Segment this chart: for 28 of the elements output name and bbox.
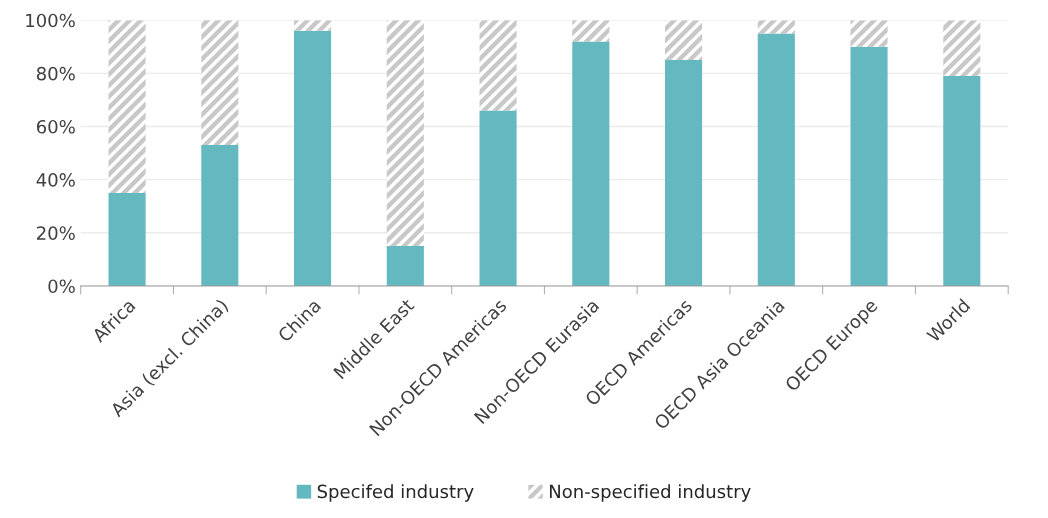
bar (386, 246, 424, 286)
y-tick-label: 100% (26, 13, 75, 28)
y-tick-label: 40% (36, 173, 75, 187)
bar (850, 46, 888, 286)
bar (665, 60, 703, 286)
bar (201, 145, 239, 286)
bar (294, 20, 332, 31)
bar (850, 20, 888, 47)
bar (108, 20, 146, 193)
bar (108, 192, 146, 286)
bar (572, 20, 610, 42)
bar (572, 41, 610, 286)
y-tick-label: 60% (36, 119, 75, 134)
bar (479, 20, 517, 111)
bar (479, 110, 517, 286)
bar (943, 20, 981, 77)
bar (757, 20, 795, 34)
bar (757, 33, 795, 286)
legend-label: Non-specified industry (549, 484, 751, 502)
y-tick-label: 80% (36, 66, 75, 81)
bar (294, 30, 332, 286)
bar (201, 20, 239, 146)
legend-label: Specifed industry (317, 484, 474, 502)
bar (943, 76, 981, 286)
bar (665, 20, 703, 61)
bar (386, 20, 424, 247)
y-tick-label: 20% (37, 226, 75, 240)
y-tick-label: 0% (48, 279, 75, 294)
